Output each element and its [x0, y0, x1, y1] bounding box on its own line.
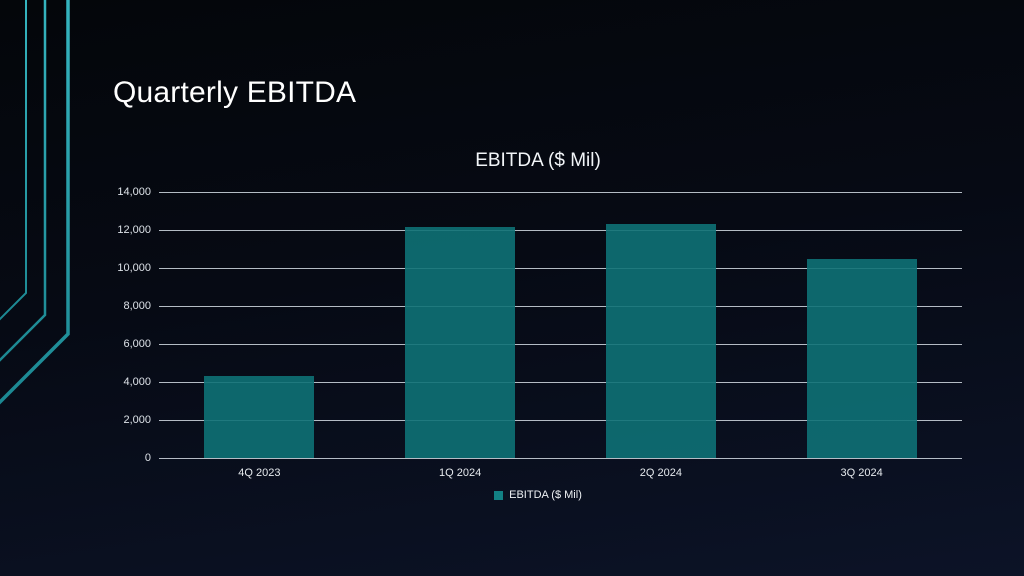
bar-3q-2024: [806, 259, 917, 458]
gridline: [159, 191, 962, 193]
y-tick-label: 14,000: [117, 185, 151, 198]
chart-title: EBITDA ($ Mil): [475, 150, 601, 171]
legend-label: EBITDA ($ Mil): [509, 489, 582, 501]
y-tick-label: 6,000: [123, 337, 151, 350]
bar-2q-2024: [605, 224, 716, 458]
y-tick-label: 10,000: [117, 261, 151, 274]
gridline: [159, 343, 962, 345]
gridline: [159, 381, 962, 383]
y-tick-label: 4,000: [123, 375, 151, 388]
bar-4q-2023: [204, 376, 315, 458]
legend-marker-icon: [494, 490, 504, 500]
gridline: [159, 305, 962, 307]
decor-line-thin: [0, 0, 27, 321]
gridline: [159, 267, 962, 269]
y-tick-label: 0: [144, 451, 151, 464]
plot-area: [159, 191, 962, 459]
decor-line-thick: [0, 0, 70, 405]
gridline: [159, 457, 962, 459]
y-tick-label: 2,000: [123, 413, 151, 426]
x-axis-labels: 4Q 2023 1Q 2024 2Q 2024 3Q 2024: [159, 467, 962, 479]
chart-legend: EBITDA ($ Mil): [110, 489, 966, 501]
x-tick-label: 3Q 2024: [840, 467, 883, 479]
gridline: [159, 419, 962, 421]
y-tick-label: 8,000: [123, 299, 151, 312]
bar-1q-2024: [405, 227, 516, 458]
slide-title: Quarterly EBITDA: [113, 76, 357, 109]
x-tick-label: 2Q 2024: [639, 467, 682, 479]
x-tick-label: 4Q 2023: [238, 467, 281, 479]
x-tick-label: 1Q 2024: [439, 467, 482, 479]
decor-line-medium: [0, 0, 47, 362]
corner-lines-decoration: [0, 0, 70, 405]
y-tick-label: 12,000: [117, 223, 151, 236]
y-axis-labels: 0 2,000 4,000 6,000 8,000 10,000 12,000 14,000: [110, 186, 151, 464]
ebitda-bar-chart: EBITDA ($ Mil) 0 2,000 4,000 6,000 8,000 10,0…: [110, 145, 966, 530]
gridline: [159, 229, 962, 231]
